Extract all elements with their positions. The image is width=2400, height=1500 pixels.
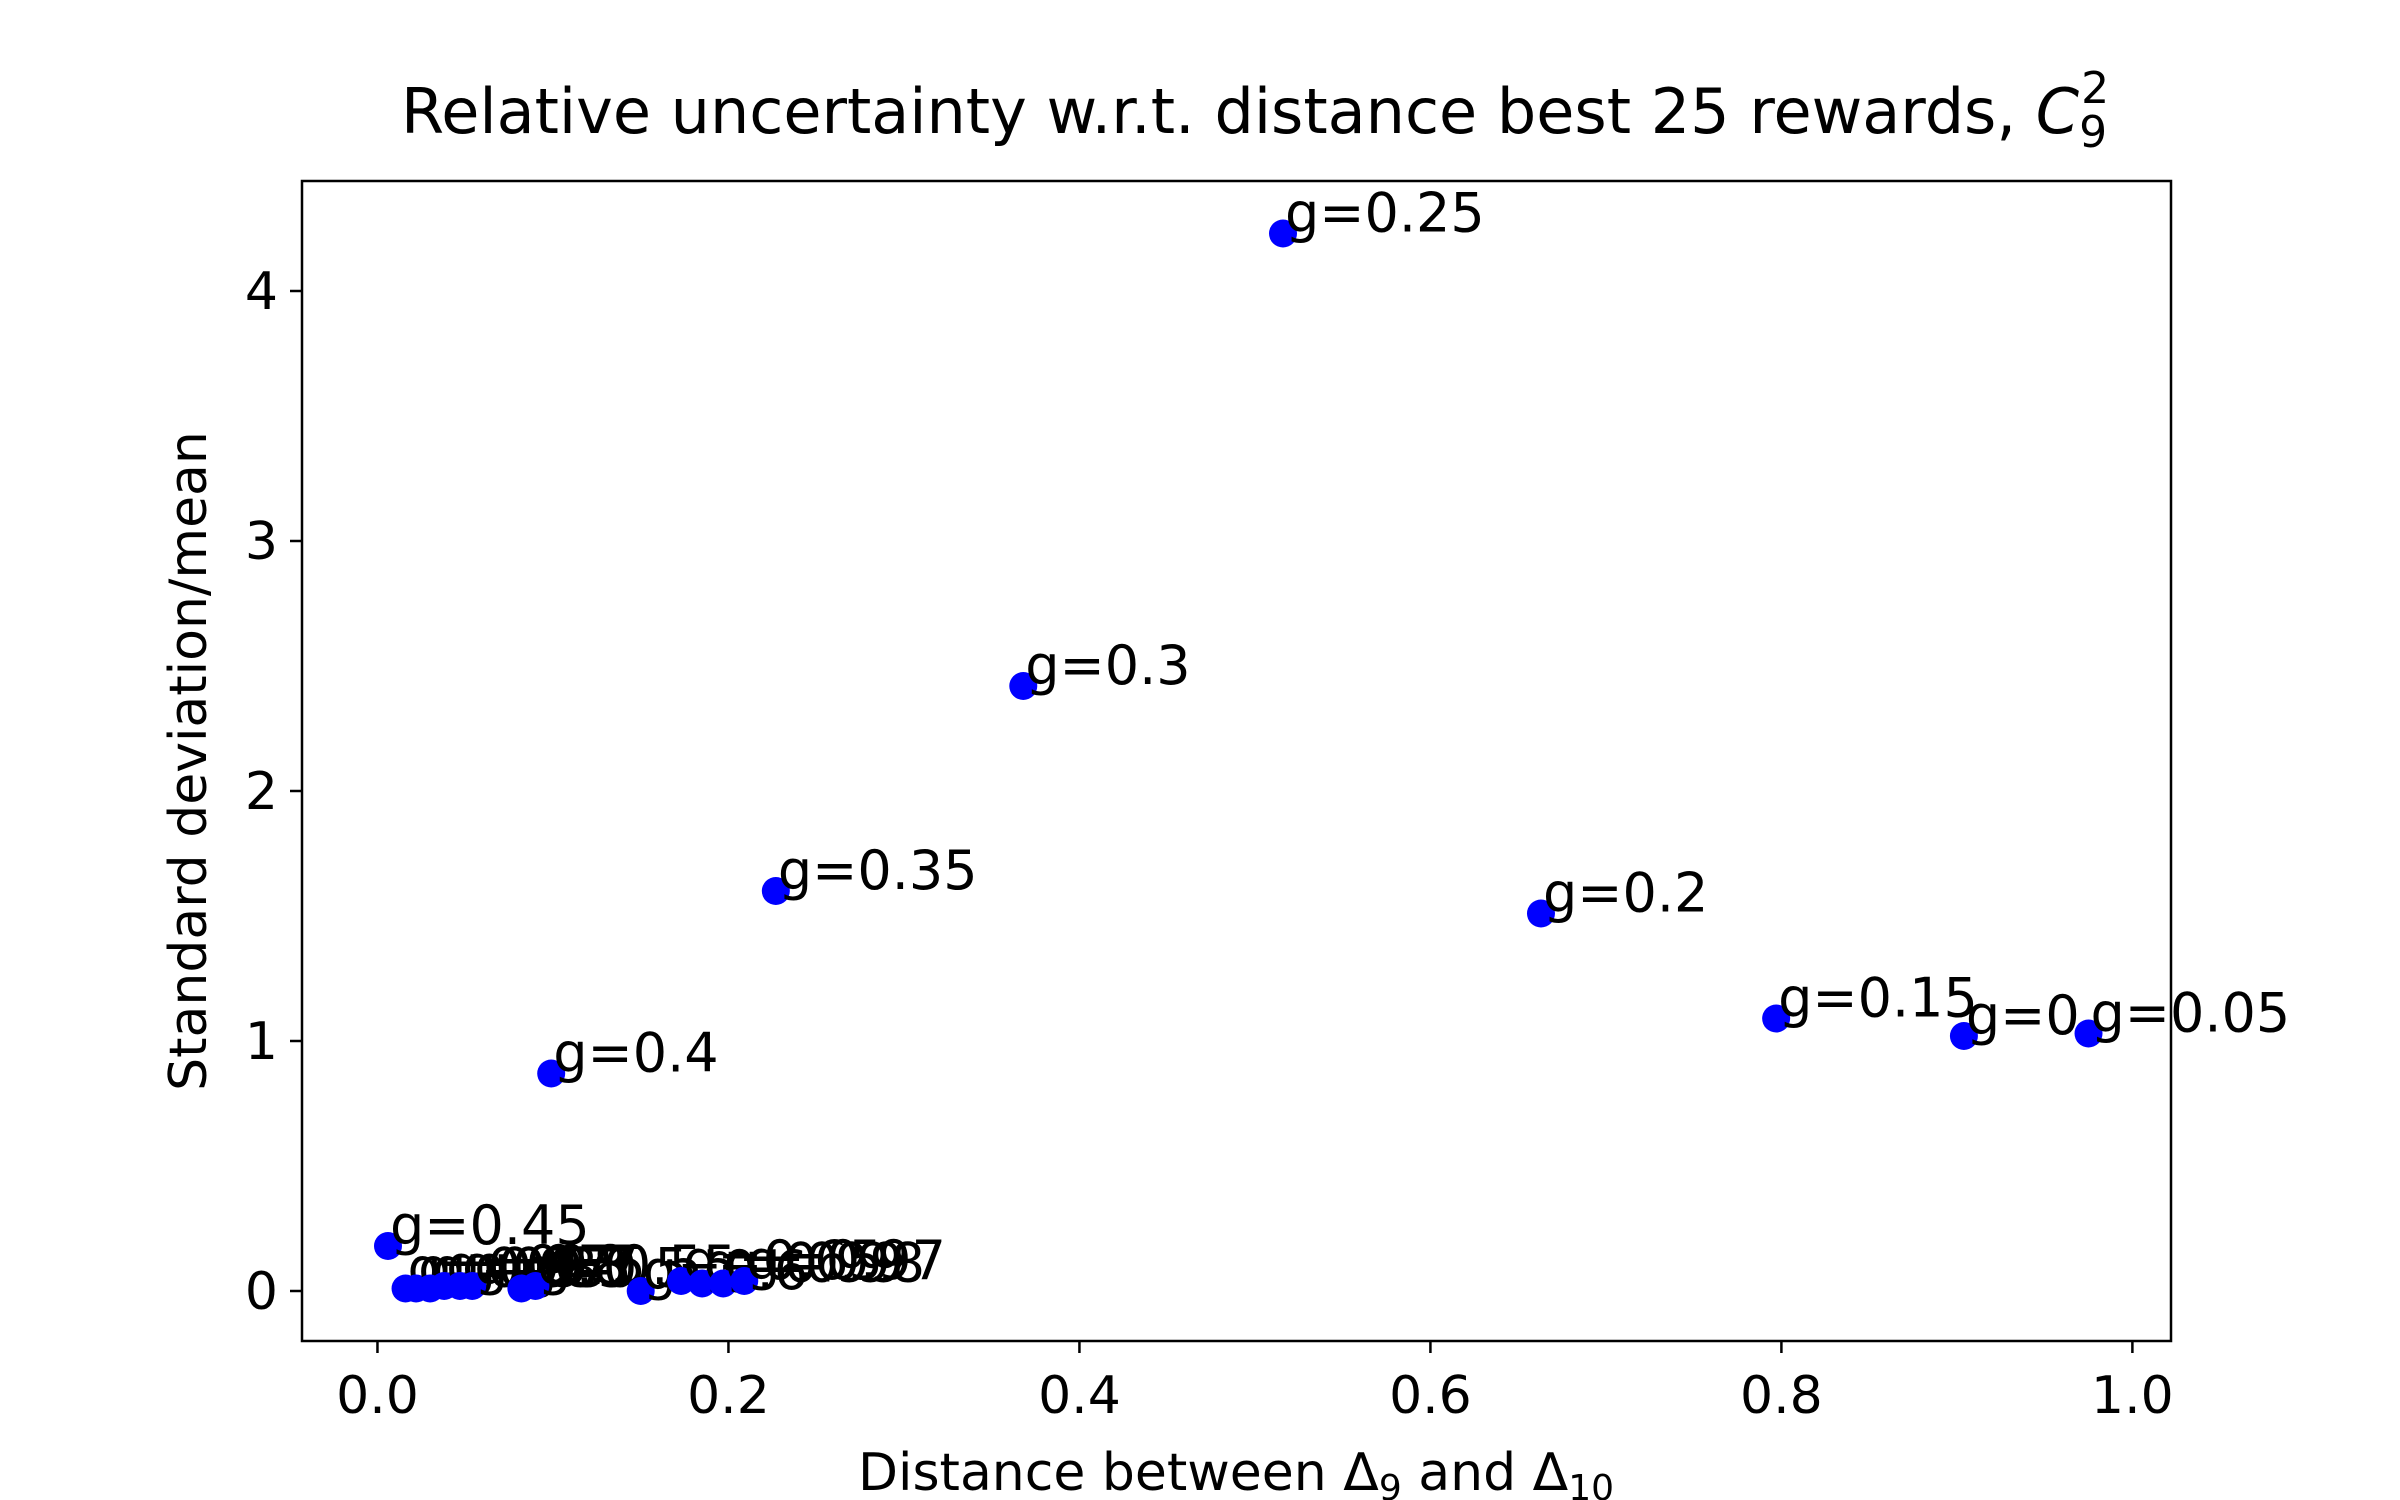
data-point-label: g=0	[1966, 984, 2080, 1047]
data-point-label: g=0.97	[746, 1229, 946, 1292]
data-point	[373, 1232, 402, 1260]
data-point	[2074, 1019, 2103, 1048]
y-tick-label: 3	[245, 512, 278, 572]
x-tick-label: 0.6	[1389, 1366, 1472, 1426]
data-point-label: g=0.5	[523, 1237, 688, 1300]
data-point	[521, 1272, 550, 1300]
data-point	[458, 1272, 487, 1300]
y-tick-label: 2	[245, 762, 278, 822]
y-tick-label: 0	[245, 1262, 278, 1322]
data-point-label: g=0.3	[1025, 634, 1190, 697]
data-point-label: g=0.15	[1778, 967, 1978, 1030]
data-point	[730, 1267, 759, 1295]
data-point-label: g=0.25	[1285, 182, 1485, 245]
data-point	[1009, 672, 1038, 700]
axes-frame	[300, 179, 2173, 1343]
y-tick-label: 1	[245, 1012, 278, 1072]
data-point	[537, 1059, 566, 1088]
data-point-label: g=0.2	[1543, 862, 1708, 925]
plot-area: g=0.25 g=0.3 g=0.35 g=0.2 g=0.15g=0 g=0.05 g=0…	[373, 182, 2291, 1305]
data-point-label: g=0.45	[390, 1194, 590, 1257]
x-tick-label: 0.8	[1740, 1366, 1823, 1426]
y-tick-label: 4	[245, 262, 278, 322]
x-axis-label: Distance between Δ9 and Δ10	[858, 1443, 1614, 1500]
y-axis-label: Standard deviation/mean	[159, 431, 219, 1091]
data-point-label: g=0.35	[778, 839, 978, 902]
x-tick-label: 1.0	[2091, 1366, 2174, 1426]
data-point	[626, 1277, 655, 1305]
x-tick-label: 0.0	[336, 1366, 419, 1426]
data-point-label: g=0.05	[2091, 982, 2291, 1045]
data-point	[667, 1267, 696, 1295]
data-point-label: g=0.4	[553, 1022, 718, 1085]
data-point	[1526, 899, 1555, 928]
chart-title: Relative uncertainty w.r.t. distance bes…	[401, 63, 2109, 158]
data-point	[688, 1269, 717, 1298]
data-point-label: g=0.98	[725, 1232, 925, 1295]
data-point	[1762, 1004, 1791, 1033]
x-tick-label: 0.4	[1038, 1366, 1121, 1426]
data-point-label: g=0.7	[474, 1234, 639, 1297]
y-axis: 0 1 2 3 4	[245, 262, 302, 1322]
data-point	[709, 1269, 738, 1298]
data-point	[1949, 1022, 1978, 1050]
data-point	[761, 877, 790, 905]
x-axis: 0.0 0.2 0.4 0.6 0.8 1.0	[336, 1341, 2174, 1426]
x-tick-label: 0.2	[687, 1366, 770, 1426]
data-point	[1269, 219, 1298, 248]
